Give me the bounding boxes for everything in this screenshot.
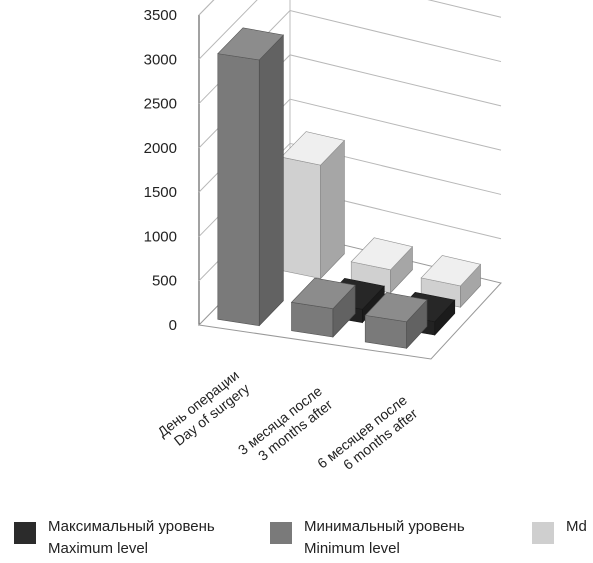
bar-top-face [280, 131, 345, 166]
y-tick-label: 0 [169, 317, 177, 334]
legend-item-minimum: Минимальный уровень Minimum level [270, 516, 465, 560]
y-tick-label: 3000 [144, 51, 177, 68]
y-axis-ticks: 0 500 1000 1500 2000 2500 3000 3500 [144, 7, 177, 334]
legend-item-maximum: Максимальный уровень Maximum level [14, 516, 215, 560]
bar-md [350, 237, 414, 294]
legend-item-md: Md [532, 516, 587, 544]
bar-minimum-level [217, 27, 284, 327]
legend-label-minimum-en: Minimum level [304, 540, 400, 557]
legend-label-md: Md [566, 518, 587, 535]
legend-label-minimum-ru: Минимальный уровень [304, 518, 465, 535]
bar-chart-3d: 0 500 1000 1500 2000 2500 3000 3500 День операц… [144, 0, 502, 473]
bar-top-face [364, 292, 428, 323]
y-tick-label: 1000 [144, 228, 177, 245]
bar-md [280, 131, 345, 280]
bar-front-face [280, 156, 321, 279]
bar-top-face [420, 255, 482, 287]
y-tick-label: 2500 [144, 96, 177, 113]
bar-top-face [290, 277, 356, 309]
bar-top-face [350, 237, 414, 271]
y-tick-label: 500 [152, 273, 177, 290]
legend-swatch-minimum [270, 522, 292, 544]
bars [217, 27, 482, 350]
legend-swatch-md [532, 522, 554, 544]
legend-swatch-maximum [14, 522, 36, 544]
y-tick-label: 2000 [144, 140, 177, 157]
y-tick-label: 1500 [144, 184, 177, 201]
bar-minimum-level [364, 292, 428, 350]
bar-minimum-level [290, 277, 356, 338]
y-tick-label: 3500 [144, 7, 177, 24]
legend-label-maximum-ru: Максимальный уровень [48, 518, 215, 535]
bar-side-face [258, 34, 284, 327]
bar-front-face [217, 53, 260, 327]
category-label: День операцииDay of surgery [154, 367, 252, 454]
gridline [198, 0, 502, 60]
legend-label-maximum-en: Maximum level [48, 540, 149, 557]
bar-top-face [217, 27, 284, 61]
